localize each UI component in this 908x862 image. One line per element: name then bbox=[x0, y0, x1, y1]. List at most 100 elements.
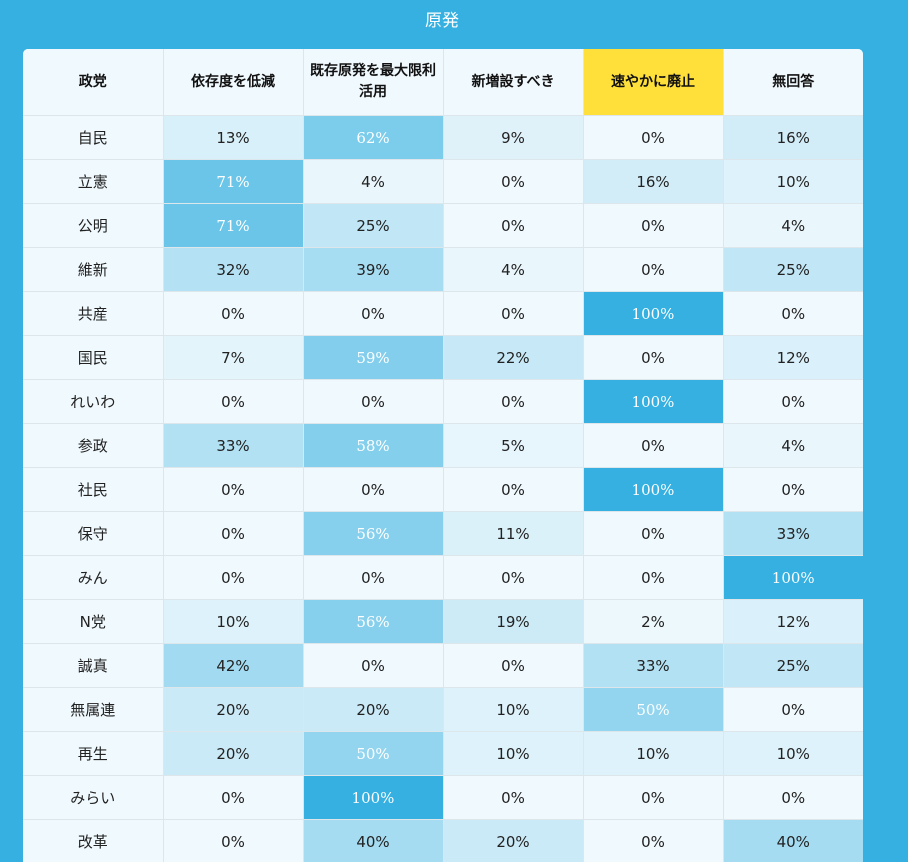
value-cell: 0% bbox=[302, 291, 444, 336]
table-row: 立憲 71% 4% 0% 16% 10% bbox=[23, 159, 863, 204]
value-cell: 0% bbox=[442, 159, 584, 204]
value-cell: 0% bbox=[442, 467, 584, 512]
party-name-cell: 共産 bbox=[23, 291, 164, 336]
table-row: N党 10% 56% 19% 2% 12% bbox=[23, 599, 863, 644]
table-row: 参政 33% 58% 5% 0% 4% bbox=[23, 423, 863, 468]
table-row: 自民 13% 62% 9% 0% 16% bbox=[23, 115, 863, 160]
value-cell: 20% bbox=[162, 731, 304, 776]
value-cell: 42% bbox=[162, 643, 304, 688]
column-header-party: 政党 bbox=[23, 49, 164, 116]
table-row: 公明 71% 25% 0% 0% 4% bbox=[23, 203, 863, 248]
value-cell: 40% bbox=[722, 819, 863, 862]
value-cell: 4% bbox=[442, 247, 584, 292]
value-cell: 40% bbox=[302, 819, 444, 862]
value-cell: 4% bbox=[302, 159, 444, 204]
party-name-cell: れいわ bbox=[23, 379, 164, 424]
value-cell: 0% bbox=[302, 379, 444, 424]
party-name-cell: 立憲 bbox=[23, 159, 164, 204]
table-row: 無属連 20% 20% 10% 50% 0% bbox=[23, 687, 863, 732]
table-row: 維新 32% 39% 4% 0% 25% bbox=[23, 247, 863, 292]
column-header: 新増設すべき bbox=[442, 49, 584, 116]
table-row: れいわ 0% 0% 0% 100% 0% bbox=[23, 379, 863, 424]
table-row: みらい 0% 100% 0% 0% 0% bbox=[23, 775, 863, 820]
value-cell: 25% bbox=[302, 203, 444, 248]
value-cell: 10% bbox=[442, 687, 584, 732]
table-row: 社民 0% 0% 0% 100% 0% bbox=[23, 467, 863, 512]
party-name-cell: 公明 bbox=[23, 203, 164, 248]
value-cell: 0% bbox=[582, 115, 724, 160]
table-row: 誠真 42% 0% 0% 33% 25% bbox=[23, 643, 863, 688]
value-cell: 9% bbox=[442, 115, 584, 160]
page-title: 原発 bbox=[425, 11, 459, 31]
party-name-cell: 国民 bbox=[23, 335, 164, 380]
value-cell: 19% bbox=[442, 599, 584, 644]
party-name-cell: 再生 bbox=[23, 731, 164, 776]
column-header: 無回答 bbox=[722, 49, 863, 116]
value-cell: 62% bbox=[302, 115, 444, 160]
value-cell: 0% bbox=[442, 555, 584, 600]
value-cell: 100% bbox=[302, 775, 444, 820]
value-cell: 0% bbox=[722, 291, 863, 336]
value-cell: 0% bbox=[582, 335, 724, 380]
table-row: 国民 7% 59% 22% 0% 12% bbox=[23, 335, 863, 380]
value-cell: 50% bbox=[582, 687, 724, 732]
party-name-cell: 維新 bbox=[23, 247, 164, 292]
party-name-cell: 無属連 bbox=[23, 687, 164, 732]
value-cell: 0% bbox=[442, 379, 584, 424]
value-cell: 0% bbox=[582, 423, 724, 468]
value-cell: 13% bbox=[162, 115, 304, 160]
value-cell: 0% bbox=[442, 643, 584, 688]
value-cell: 0% bbox=[582, 819, 724, 862]
value-cell: 0% bbox=[302, 467, 444, 512]
value-cell: 56% bbox=[302, 599, 444, 644]
value-cell: 20% bbox=[442, 819, 584, 862]
value-cell: 71% bbox=[162, 159, 304, 204]
party-name-cell: 参政 bbox=[23, 423, 164, 468]
value-cell: 12% bbox=[722, 599, 863, 644]
value-cell: 2% bbox=[582, 599, 724, 644]
value-cell: 0% bbox=[162, 511, 304, 556]
value-cell: 32% bbox=[162, 247, 304, 292]
party-name-cell: 保守 bbox=[23, 511, 164, 556]
heatmap-table: 政党 依存度を低減 既存原発を最大限利活用 新増設すべき 速やかに廃止 無回答 … bbox=[23, 49, 863, 862]
value-cell: 0% bbox=[722, 687, 863, 732]
party-name-cell: 社民 bbox=[23, 467, 164, 512]
value-cell: 58% bbox=[302, 423, 444, 468]
value-cell: 0% bbox=[722, 379, 863, 424]
value-cell: 12% bbox=[722, 335, 863, 380]
value-cell: 22% bbox=[442, 335, 584, 380]
value-cell: 16% bbox=[722, 115, 863, 160]
value-cell: 0% bbox=[442, 291, 584, 336]
party-name-cell: 改革 bbox=[23, 819, 164, 862]
value-cell: 25% bbox=[722, 247, 863, 292]
value-cell: 11% bbox=[442, 511, 584, 556]
value-cell: 39% bbox=[302, 247, 444, 292]
value-cell: 0% bbox=[302, 643, 444, 688]
table-row: 再生 20% 50% 10% 10% 10% bbox=[23, 731, 863, 776]
column-header: 依存度を低減 bbox=[162, 49, 304, 116]
value-cell: 100% bbox=[582, 467, 724, 512]
value-cell: 7% bbox=[162, 335, 304, 380]
value-cell: 0% bbox=[162, 379, 304, 424]
value-cell: 0% bbox=[582, 203, 724, 248]
value-cell: 0% bbox=[162, 775, 304, 820]
value-cell: 0% bbox=[162, 291, 304, 336]
value-cell: 0% bbox=[302, 555, 444, 600]
table-row: みん 0% 0% 0% 0% 100% bbox=[23, 555, 863, 600]
value-cell: 20% bbox=[162, 687, 304, 732]
heatmap-table-container: 政党 依存度を低減 既存原発を最大限利活用 新増設すべき 速やかに廃止 無回答 … bbox=[23, 49, 863, 862]
party-name-cell: 誠真 bbox=[23, 643, 164, 688]
value-cell: 56% bbox=[302, 511, 444, 556]
value-cell: 20% bbox=[302, 687, 444, 732]
value-cell: 0% bbox=[162, 467, 304, 512]
value-cell: 16% bbox=[582, 159, 724, 204]
value-cell: 0% bbox=[442, 775, 584, 820]
value-cell: 0% bbox=[722, 775, 863, 820]
value-cell: 33% bbox=[722, 511, 863, 556]
value-cell: 33% bbox=[582, 643, 724, 688]
party-name-cell: 自民 bbox=[23, 115, 164, 160]
value-cell: 100% bbox=[722, 555, 863, 600]
header-row: 政党 依存度を低減 既存原発を最大限利活用 新増設すべき 速やかに廃止 無回答 bbox=[23, 49, 863, 116]
column-header: 速やかに廃止 bbox=[582, 49, 724, 116]
value-cell: 5% bbox=[442, 423, 584, 468]
